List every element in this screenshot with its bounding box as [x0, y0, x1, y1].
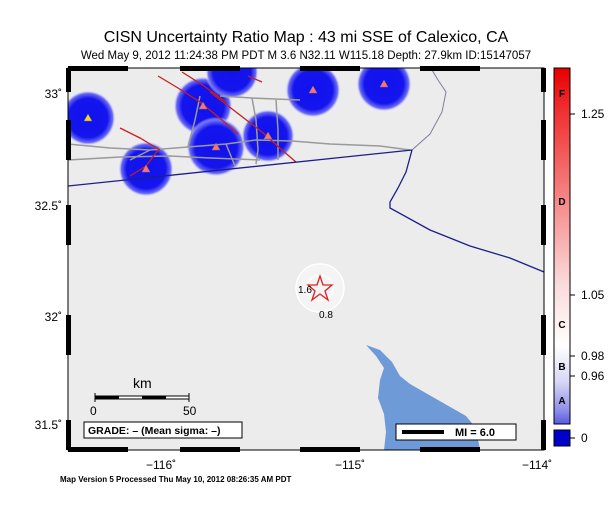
colorbar-zero-swatch [553, 429, 571, 447]
mi-legend-bar [402, 430, 444, 434]
epicenter-star-icon [306, 273, 334, 302]
station-halo [356, 68, 412, 112]
lat-label: 31.5˚ [34, 418, 62, 432]
map-title: CISN Uncertainty Ratio Map : 43 mi SSE o… [103, 29, 509, 46]
colorbar-ticks [570, 113, 575, 439]
lon-label: −116˚ [146, 458, 177, 472]
lat-label: 32.5˚ [34, 199, 62, 213]
station-marker [198, 101, 208, 110]
mi-legend-box [395, 423, 517, 441]
grade-letter-f: F [559, 89, 565, 100]
colorbar-value: 0.98 [581, 349, 605, 363]
map-background [68, 68, 544, 450]
roads [68, 95, 411, 167]
scale-bar [94, 393, 190, 402]
station-marker [141, 164, 151, 173]
grade-text: GRADE: – (Mean sigma: –) [88, 425, 220, 437]
contour-label: 0.8 [319, 310, 333, 321]
station-marker [263, 131, 273, 140]
coastline [411, 69, 447, 151]
grade-letter-c: C [558, 320, 565, 331]
mi-legend-text: MI = 6.0 [455, 427, 495, 439]
scale-bar-start: 0 [90, 404, 97, 418]
station-halo [205, 68, 259, 99]
international-border [68, 149, 544, 273]
processing-footer: Map Version 5 Processed Thu May 10, 2012… [60, 475, 292, 484]
lat-label: 32˚ [44, 310, 62, 324]
grade-box [83, 421, 243, 439]
colorbar-value: 1.25 [581, 107, 605, 121]
event-details: Wed May 9, 2012 11:24:38 PM PDT M 3.6 N3… [80, 50, 532, 62]
uncertainty-contour-outer [295, 263, 345, 313]
colorbar-value: 1.05 [581, 288, 605, 302]
contour-label: 1.6 [298, 285, 312, 296]
station-halo [68, 90, 116, 146]
lon-label: −115˚ [335, 458, 366, 472]
grade-letter-b: B [558, 362, 565, 373]
station-marker [308, 85, 318, 94]
grade-letter-d: D [558, 197, 565, 208]
lat-label: 33˚ [44, 87, 62, 101]
station-marker [83, 113, 93, 122]
colorbar [553, 67, 571, 425]
scale-bar-title: km [133, 375, 152, 391]
lon-label: −114˚ [522, 458, 553, 472]
scale-bar-end: 50 [183, 404, 197, 418]
station-marker [379, 79, 389, 88]
grade-letter-a: A [558, 396, 565, 407]
colorbar-value: 0.96 [581, 369, 605, 383]
map-frame-ticks [66, 66, 546, 452]
colorbar-value: 0 [581, 431, 588, 445]
station-marker [211, 142, 221, 151]
